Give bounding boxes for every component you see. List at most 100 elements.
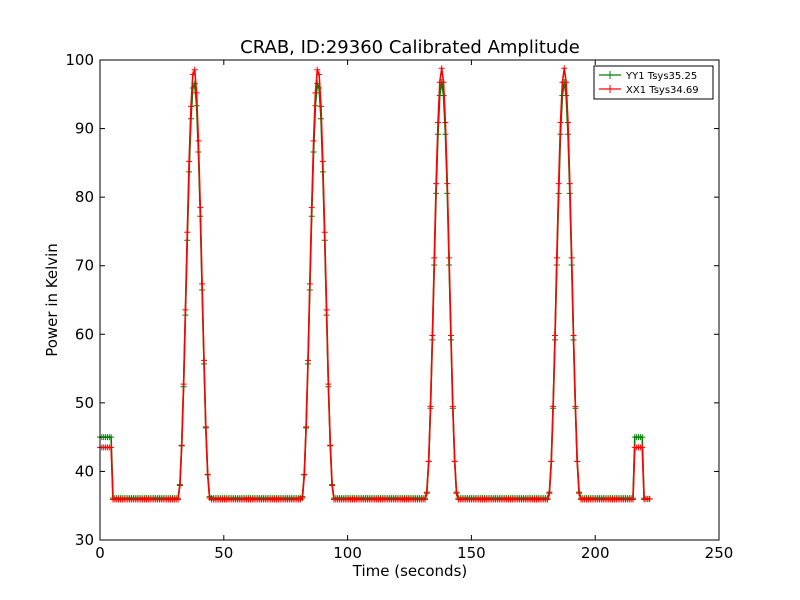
data-point-marker	[108, 434, 115, 441]
data-point-marker	[199, 280, 206, 287]
series-layer	[97, 65, 653, 503]
data-point-marker	[323, 306, 330, 313]
data-point-marker	[453, 490, 460, 497]
data-point-marker	[442, 119, 449, 126]
x-axis-label: Time (seconds)	[352, 562, 468, 580]
data-point-marker	[299, 494, 306, 501]
data-point-marker	[431, 254, 438, 261]
legend-box	[593, 65, 714, 100]
legend-marker	[606, 85, 614, 93]
data-point-marker	[572, 403, 579, 410]
data-point-marker	[446, 254, 453, 261]
legend-marker	[606, 71, 614, 79]
y-tick-label: 30	[75, 531, 94, 549]
data-point-marker	[568, 254, 575, 261]
data-point-marker	[304, 357, 311, 364]
data-point-marker	[570, 332, 577, 339]
data-point-marker	[576, 490, 583, 497]
data-point-marker	[321, 229, 328, 236]
data-point-marker	[555, 180, 562, 187]
y-tick-label: 40	[75, 462, 94, 480]
data-point-marker	[429, 332, 436, 339]
x-tick-label: 50	[214, 544, 233, 562]
data-point-marker	[449, 403, 456, 410]
x-tick-label: 200	[581, 544, 610, 562]
data-point-marker	[434, 119, 441, 126]
data-point-marker	[184, 229, 191, 236]
y-tick-label: 60	[75, 325, 94, 343]
data-point-marker	[440, 79, 447, 86]
series-1	[97, 65, 653, 503]
y-tick-label: 50	[75, 394, 94, 412]
data-point-marker	[200, 357, 207, 364]
data-point-marker	[546, 490, 553, 497]
data-point-marker	[176, 482, 183, 489]
data-point-marker	[551, 332, 558, 339]
data-point-marker	[301, 471, 308, 478]
legend-label: XX1 Tsys34.69	[626, 85, 699, 96]
data-point-marker	[639, 444, 646, 451]
legend: YY1 Tsys35.25 XX1 Tsys34.69	[593, 65, 714, 100]
data-point-marker	[306, 280, 313, 287]
data-point-marker	[191, 66, 198, 73]
data-point-marker	[325, 381, 332, 388]
data-point-marker	[197, 204, 204, 211]
data-point-marker	[189, 71, 196, 78]
data-point-marker	[574, 458, 581, 465]
data-point-marker	[444, 180, 451, 187]
data-point-marker	[544, 496, 551, 503]
x-tick-label: 150	[457, 544, 486, 562]
data-point-marker	[639, 434, 646, 441]
data-point-marker	[425, 458, 432, 465]
data-point-marker	[553, 254, 560, 261]
y-tick-label: 100	[65, 51, 94, 69]
data-point-marker	[193, 89, 200, 96]
data-point-marker	[327, 442, 334, 449]
data-point-marker	[312, 89, 319, 96]
data-point-marker	[563, 79, 570, 86]
data-point-marker	[187, 103, 194, 110]
data-point-marker	[564, 119, 571, 126]
data-point-marker	[174, 496, 181, 503]
plot-frame	[99, 59, 720, 541]
x-tick-label: 100	[333, 544, 362, 562]
data-point-marker	[204, 471, 211, 478]
data-point-marker	[182, 306, 189, 313]
data-point-marker	[178, 442, 185, 449]
data-point-marker	[195, 137, 202, 144]
data-point-marker	[548, 458, 555, 465]
data-point-marker	[423, 490, 430, 497]
data-point-marker	[316, 71, 323, 78]
data-point-marker	[447, 332, 454, 339]
y-tick-label: 80	[75, 188, 94, 206]
data-point-marker	[317, 103, 324, 110]
data-point-marker	[421, 496, 428, 503]
data-point-marker	[202, 423, 209, 430]
data-point-marker	[561, 65, 568, 72]
data-point-marker	[108, 444, 115, 451]
data-point-marker	[550, 403, 557, 410]
y-tick-label: 90	[75, 120, 94, 138]
data-point-marker	[180, 381, 187, 388]
data-point-marker	[438, 65, 445, 72]
data-point-marker	[629, 496, 636, 503]
data-point-marker	[329, 482, 336, 489]
data-point-marker	[557, 119, 564, 126]
data-point-marker	[308, 204, 315, 211]
data-point-marker	[566, 180, 573, 187]
data-point-marker	[303, 423, 310, 430]
data-point-marker	[433, 180, 440, 187]
data-point-marker	[319, 158, 326, 165]
y-tick-label: 70	[75, 257, 94, 275]
data-point-marker	[646, 495, 653, 502]
x-tick-label: 250	[705, 544, 734, 562]
y-axis-label: Power in Kelvin	[43, 243, 61, 357]
data-point-marker	[427, 403, 434, 410]
legend-label: YY1 Tsys35.25	[625, 71, 697, 82]
data-point-marker	[310, 137, 317, 144]
x-tick-label: 0	[95, 544, 105, 562]
data-point-marker	[451, 458, 458, 465]
data-point-marker	[186, 158, 193, 165]
chart-title: CRAB, ID:29360 Calibrated Amplitude	[240, 37, 580, 58]
